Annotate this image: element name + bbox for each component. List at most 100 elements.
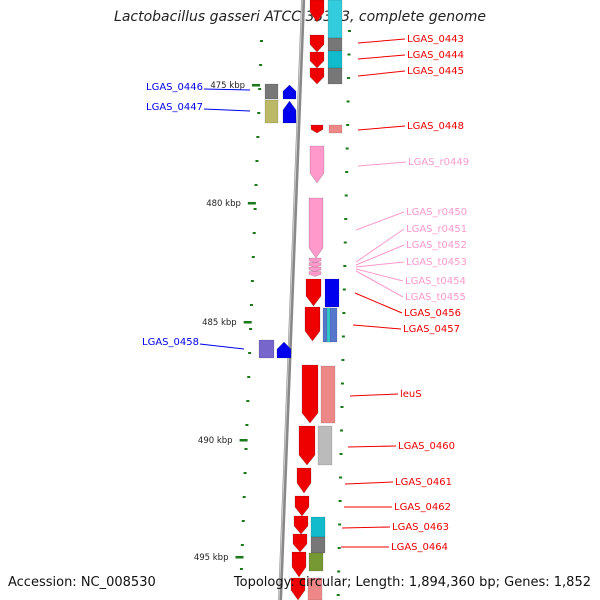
- gene-label-leader: [355, 228, 405, 263]
- gene-label-leader: [347, 445, 397, 448]
- minor-tick: [337, 570, 341, 573]
- cog-box: [327, 50, 343, 69]
- gene-label-lgas-0462: LGAS_0462: [394, 502, 451, 513]
- accession-text: Accession: NC_008530: [8, 575, 156, 590]
- gene-label-leader: [354, 292, 403, 314]
- minor-tick: [340, 406, 344, 408]
- tick-label: 495 kbp: [194, 553, 229, 563]
- gene-label-lgas-0446: LGAS_0446: [146, 82, 203, 93]
- minor-tick: [257, 112, 261, 114]
- minor-tick: [345, 147, 349, 150]
- cds-arrow: [292, 533, 308, 553]
- gene-label-lgas-t0452: LGAS_t0452: [406, 240, 467, 251]
- gene-label-lgas-0460: LGAS_0460: [398, 441, 455, 452]
- genome-summary-text: Topology: circular; Length: 1,894,360 bp…: [233, 575, 591, 590]
- minor-tick: [250, 280, 254, 282]
- trna-arrow: [308, 271, 322, 277]
- minor-tick: [342, 312, 346, 314]
- gene-label-lgas-0447: LGAS_0447: [146, 102, 203, 113]
- tick-marks: 475 kbp 480 kbp 485 kbp 490 kbp 495 kbp: [194, 30, 351, 596]
- minor-tick: [251, 256, 255, 258]
- gene-label-leader: [355, 261, 405, 268]
- minor-tick: [240, 544, 244, 546]
- minor-tick: [338, 500, 342, 502]
- tick-label: 490 kbp: [198, 436, 233, 446]
- major-tick: [247, 202, 256, 205]
- rrna-arrow: [308, 197, 324, 259]
- minor-tick: [252, 232, 256, 234]
- gene-label-leader: [355, 268, 404, 282]
- gene-label-lgas-0448: LGAS_0448: [407, 121, 464, 132]
- gene-label-lgas-0445: LGAS_0445: [407, 66, 464, 77]
- genome-backbone-highlight: [278, 0, 303, 600]
- minor-tick: [344, 194, 348, 197]
- cog-box: [327, 0, 343, 39]
- minor-tick: [256, 136, 260, 138]
- minor-tick: [255, 160, 259, 162]
- minor-tick: [249, 328, 253, 330]
- gene-label-leader: [349, 393, 399, 397]
- cds-arrow: [305, 278, 322, 307]
- gene-label-leader: [357, 161, 407, 167]
- minor-tick: [239, 568, 243, 570]
- major-tick: [239, 439, 248, 442]
- cog-box: [310, 536, 326, 554]
- reverse-arrow: [282, 100, 297, 124]
- gene-label-leader: [357, 125, 406, 131]
- cog-stripe: [326, 307, 331, 343]
- genome-backbone: [278, 0, 306, 600]
- cds-arrow: [310, 124, 324, 134]
- cog-box: [308, 552, 324, 572]
- forward-features: [258, 0, 343, 600]
- gene-label-lgas-t0454: LGAS_t0454: [405, 276, 466, 287]
- minor-tick: [244, 448, 248, 450]
- minor-tick: [248, 352, 252, 354]
- minor-tick: [339, 476, 343, 479]
- cds-arrow: [290, 577, 306, 600]
- minor-tick: [259, 64, 263, 66]
- cog-box: [328, 124, 343, 134]
- gene-label-leader: [341, 526, 391, 529]
- minor-tick: [341, 359, 345, 361]
- gene-label-lgas-0456: LGAS_0456: [404, 308, 461, 319]
- cog-box: [258, 339, 275, 359]
- minor-tick: [241, 520, 245, 522]
- cog-box: [324, 278, 340, 308]
- gene-label-lgas-r0450: LGAS_r0450: [406, 207, 467, 218]
- minor-tick: [338, 523, 342, 526]
- minor-tick: [343, 265, 347, 267]
- gene-label-leader: [355, 211, 405, 231]
- minor-tick: [254, 184, 258, 186]
- minor-tick: [347, 53, 351, 56]
- minor-tick: [337, 547, 341, 549]
- gene-label-lgas-0464: LGAS_0464: [391, 542, 448, 553]
- cds-arrow: [309, 0, 325, 23]
- minor-tick: [348, 30, 351, 32]
- minor-tick: [340, 429, 344, 432]
- cds-arrow: [304, 306, 321, 342]
- cog-box: [320, 365, 336, 424]
- cds-arrow: [309, 34, 325, 53]
- cog-box: [310, 516, 326, 538]
- gene-label-lgas-t0453: LGAS_t0453: [406, 257, 467, 268]
- reverse-arrow: [276, 341, 292, 359]
- cog-box: [327, 37, 343, 52]
- gene-label-lgas-0463: LGAS_0463: [392, 522, 449, 533]
- cds-arrow: [293, 515, 309, 535]
- cds-arrow: [296, 467, 312, 494]
- cog-box: [264, 83, 279, 100]
- minor-tick: [243, 472, 247, 474]
- gene-label-lgas-0461: LGAS_0461: [395, 477, 452, 488]
- tick-label: 480 kbp: [206, 199, 241, 209]
- cds-arrow: [301, 364, 319, 424]
- minor-tick: [246, 400, 250, 402]
- minor-tick: [260, 40, 263, 42]
- gene-label-lgas-r0451: LGAS_r0451: [406, 224, 467, 235]
- rrna-arrow: [309, 145, 325, 184]
- minor-tick: [258, 88, 262, 90]
- cog-box: [307, 577, 323, 600]
- gene-label-leader: [203, 88, 251, 91]
- cog-box: [317, 425, 333, 466]
- map-title: Lactobacillus gasseri ATCC 33323, comple…: [114, 9, 486, 25]
